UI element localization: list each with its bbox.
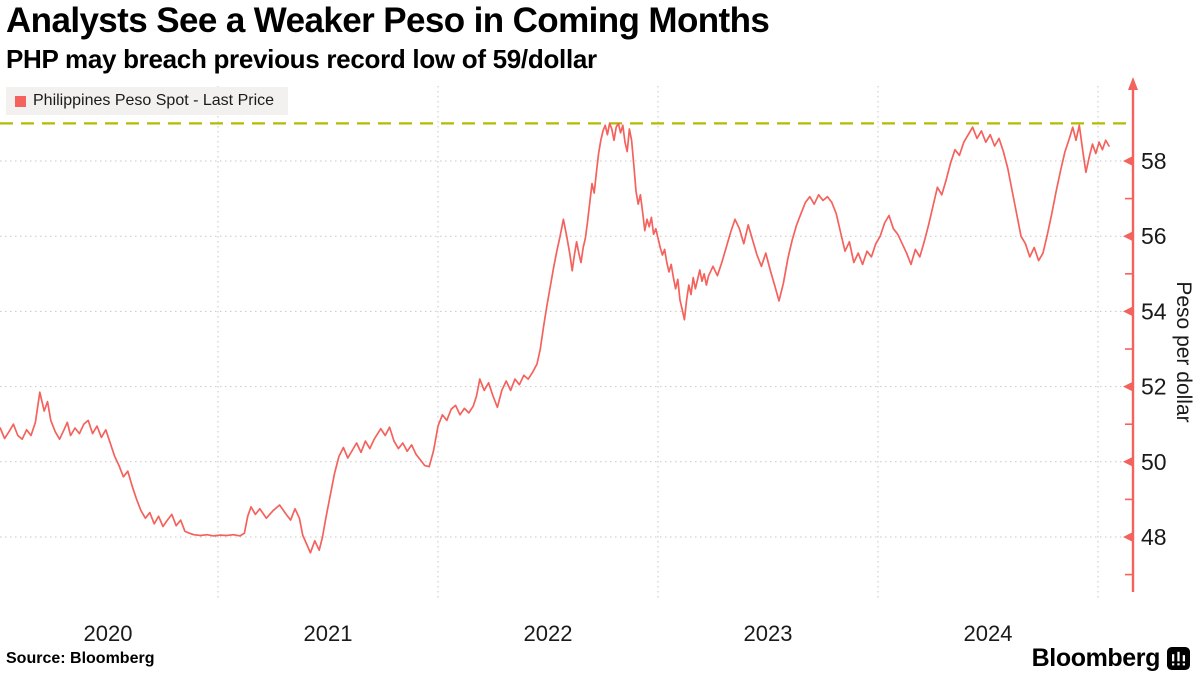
y-tick-label: 58 bbox=[1141, 148, 1167, 174]
y-axis-major-tick bbox=[1123, 381, 1133, 392]
chart-title: Analysts See a Weaker Peso in Coming Mon… bbox=[6, 1, 770, 40]
bloomberg-logo: Bloomberg bbox=[1032, 644, 1190, 673]
y-tick-label: 52 bbox=[1141, 374, 1167, 400]
y-axis-major-tick bbox=[1123, 156, 1133, 166]
y-tick-label: 50 bbox=[1141, 449, 1167, 475]
y-axis-up-arrow-icon bbox=[1128, 77, 1138, 90]
y-tick-label: 54 bbox=[1141, 298, 1167, 324]
legend-swatch-icon bbox=[15, 95, 26, 107]
y-axis-title: Peso per dollar bbox=[1172, 281, 1195, 422]
y-axis-major-tick bbox=[1123, 231, 1133, 242]
y-tick-label: 48 bbox=[1141, 524, 1167, 550]
legend-label: Philippines Peso Spot - Last Price bbox=[33, 92, 275, 109]
price-line-series bbox=[0, 122, 1110, 554]
y-axis-major-tick bbox=[1123, 456, 1133, 467]
y-axis-major-tick bbox=[1123, 532, 1133, 542]
x-tick-label: 2022 bbox=[524, 621, 573, 646]
legend: Philippines Peso Spot - Last Price bbox=[6, 87, 289, 115]
bloomberg-bug-icon bbox=[1167, 647, 1190, 670]
x-tick-label: 2021 bbox=[304, 621, 353, 646]
y-tick-label: 56 bbox=[1141, 223, 1167, 249]
x-tick-label: 2024 bbox=[964, 621, 1013, 646]
chart-subtitle: PHP may breach previous record low of 59… bbox=[6, 44, 597, 74]
y-axis-major-tick bbox=[1123, 306, 1133, 317]
source-caption: Source: Bloomberg bbox=[6, 650, 155, 667]
x-tick-label: 2023 bbox=[744, 621, 793, 646]
bloomberg-wordmark: Bloomberg bbox=[1031, 644, 1161, 672]
x-tick-label: 2020 bbox=[84, 621, 133, 646]
